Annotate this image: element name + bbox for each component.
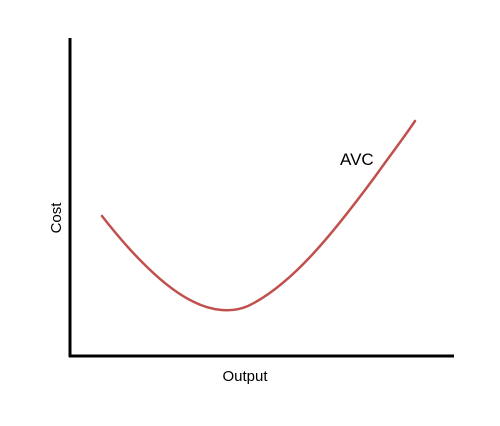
- avc-curve-label: AVC: [340, 150, 374, 169]
- avc-curve: [100, 119, 417, 312]
- y-axis-label: Cost: [48, 202, 65, 234]
- x-axis-label: Output: [222, 368, 268, 385]
